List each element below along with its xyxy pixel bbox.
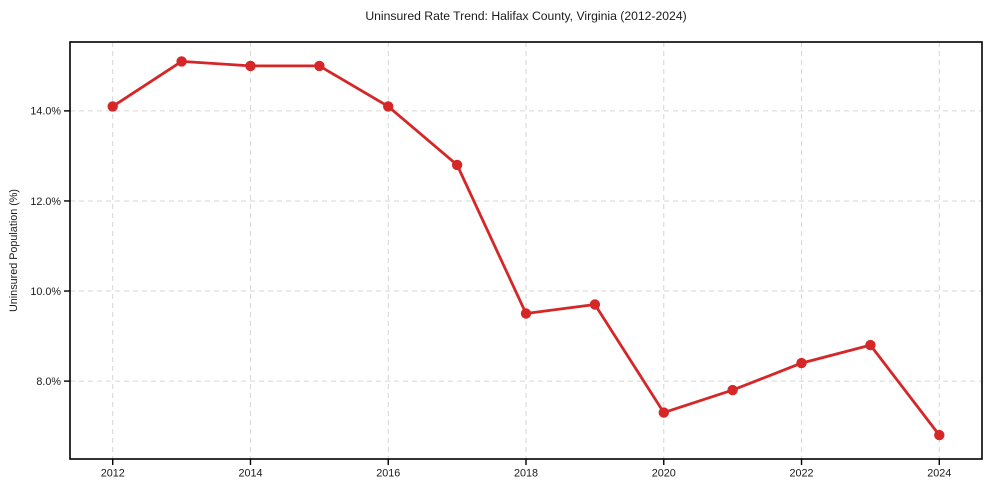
data-point-marker — [451, 159, 463, 171]
x-tick-label: 2012 — [101, 468, 125, 480]
data-point-marker — [796, 357, 807, 369]
data-point-marker — [383, 101, 394, 112]
y-tick-label: 12.0% — [30, 196, 61, 208]
x-tick-label: 2018 — [514, 468, 538, 480]
y-axis-label: Uninsured Population (%) — [8, 189, 20, 312]
data-point-marker — [245, 60, 256, 72]
data-point-marker — [934, 429, 945, 441]
data-point-marker — [658, 407, 669, 418]
x-tick-label: 2016 — [376, 468, 400, 480]
y-tick-label: 14.0% — [30, 106, 61, 118]
data-point-marker — [727, 384, 738, 396]
grid-layer — [70, 42, 982, 459]
data-point-marker — [107, 101, 118, 112]
data-point-marker — [520, 308, 532, 319]
data-point-marker — [176, 56, 187, 67]
y-tick-label: 10.0% — [30, 286, 61, 298]
x-tick-label: 2022 — [790, 468, 814, 480]
chart-title: Uninsured Rate Trend: Halifax County, Vi… — [365, 9, 686, 23]
data-point-marker — [314, 60, 325, 72]
data-point-marker — [865, 339, 876, 351]
x-tick-label: 2024 — [927, 468, 951, 480]
x-tick-label: 2020 — [652, 468, 676, 480]
y-tick-label: 8.0% — [36, 376, 61, 388]
axis-layer: 2012 2014 2016 2018 2020 2022 2024 8.0% 10.0% 12.… — [30, 41, 983, 480]
data-point-marker — [589, 299, 601, 310]
x-tick-label: 2014 — [238, 468, 262, 480]
series-layer — [107, 56, 945, 441]
